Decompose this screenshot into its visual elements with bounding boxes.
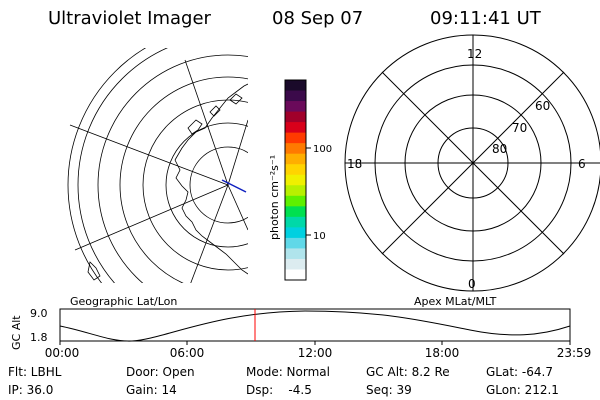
status-filter: Flt: LBHL: [8, 365, 62, 379]
colorbar-cell: [285, 153, 306, 165]
timeline-xtick-2: 12:00: [298, 346, 333, 360]
colorbar-cell: [285, 111, 306, 123]
mlt-label-6: 6: [578, 157, 586, 171]
colorbar-cell: [285, 185, 306, 197]
satellite-track: [221, 179, 247, 193]
mlt-label-18: 18: [347, 157, 362, 171]
status-door: Door: Open: [126, 365, 195, 379]
timeline-xtick-3: 18:00: [425, 346, 460, 360]
mlat-label-60: 60: [535, 99, 550, 113]
timeline-xtick-0: 00:00: [45, 346, 80, 360]
colorbar-cell: [285, 90, 306, 102]
mlt-label-12: 12: [467, 47, 482, 61]
colorbar-cell: [285, 122, 306, 134]
date-label: 08 Sep 07: [272, 8, 363, 29]
timeline-xtick-1: 06:00: [170, 346, 205, 360]
mlat-label-80: 80: [492, 142, 507, 156]
coastline: [87, 83, 248, 281]
mlat-label-70: 70: [512, 121, 527, 135]
colorbar-cell: [285, 164, 306, 176]
geographic-map: [67, 48, 248, 283]
status-gc-alt: GC Alt: 8.2 Re: [366, 365, 450, 379]
colorbar-cell: [285, 237, 306, 249]
colorbar-cell: [285, 132, 306, 144]
colorbar-cell: [285, 80, 306, 92]
colorbar-cell: [285, 206, 306, 218]
status-mode: Mode: Normal: [246, 365, 330, 379]
status-glon: GLon: 212.1: [486, 383, 559, 397]
colorbar-cell: [285, 216, 306, 228]
status-gain: Gain: 14: [126, 383, 177, 397]
colorbar-cell: [285, 101, 306, 113]
colorbar-cell: [285, 258, 306, 270]
status-dsp: Dsp: -4.5: [246, 383, 312, 397]
colorbar-tick-10: 10: [313, 231, 326, 242]
time-label: 09:11:41 UT: [430, 8, 542, 29]
apex-caption: Apex MLat/MLT: [414, 295, 497, 308]
apex-polar-plot: 12 0 18 6 60 70 80: [344, 34, 600, 292]
longitude-lines: [69, 59, 248, 283]
colorbar-cell: [285, 174, 306, 186]
timeline-ytick-high: 9.0: [30, 307, 48, 320]
colorbar-unit-label: photon cm⁻²s⁻¹: [268, 155, 281, 240]
colorbar-tick-100: 100: [313, 144, 332, 155]
status-seq: Seq: 39: [366, 383, 412, 397]
colorbar-cell: [285, 269, 306, 281]
colorbar-cell: [285, 227, 306, 239]
geographic-caption: Geographic Lat/Lon: [70, 295, 177, 308]
timeline-ylabel: GC Alt: [10, 315, 23, 350]
colorbar: 100 10 photon cm⁻²s⁻¹: [268, 79, 332, 281]
altitude-timeline: GC Alt 9.0 1.8 00:00 06:00 12:00 18:00 2…: [10, 307, 591, 360]
instrument-title: Ultraviolet Imager: [48, 8, 212, 29]
latitude-circles: [67, 48, 248, 283]
timeline-ytick-low: 1.8: [30, 331, 48, 344]
colorbar-cell: [285, 248, 306, 260]
colorbar-cell: [285, 195, 306, 207]
status-ip: IP: 36.0: [8, 383, 53, 397]
colorbar-cell: [285, 143, 306, 155]
status-panel: Flt: LBHL Door: Open Mode: Normal GC Alt…: [8, 365, 559, 397]
status-glat: GLat: -64.7: [486, 365, 553, 379]
mlt-label-0: 0: [468, 277, 476, 291]
colorbar-cells: [285, 80, 306, 281]
timeline-xtick-4: 23:59: [557, 346, 592, 360]
